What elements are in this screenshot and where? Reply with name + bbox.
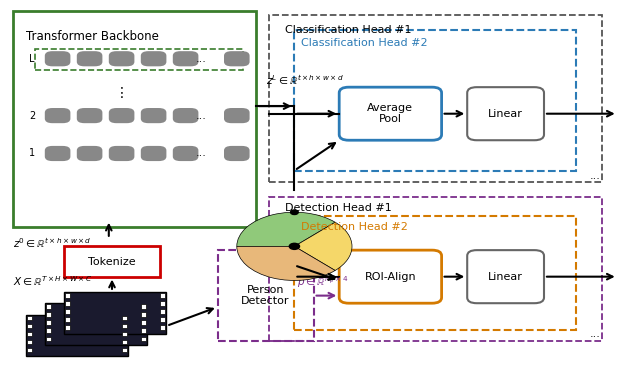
Text: Linear: Linear	[488, 272, 523, 282]
Text: $p \in \mathbb{R}^{N_p \times 4}$: $p \in \mathbb{R}^{N_p \times 4}$	[298, 274, 349, 290]
Text: Transformer Backbone: Transformer Backbone	[26, 30, 159, 43]
FancyBboxPatch shape	[141, 108, 166, 123]
FancyBboxPatch shape	[160, 309, 165, 314]
Text: ROI-Align: ROI-Align	[365, 272, 416, 282]
FancyBboxPatch shape	[77, 51, 102, 66]
FancyBboxPatch shape	[339, 250, 442, 303]
FancyBboxPatch shape	[467, 87, 544, 140]
Text: Detection Head #1: Detection Head #1	[285, 203, 392, 213]
FancyBboxPatch shape	[122, 348, 127, 352]
FancyBboxPatch shape	[27, 324, 32, 328]
FancyBboxPatch shape	[65, 309, 70, 314]
FancyBboxPatch shape	[27, 348, 32, 352]
FancyBboxPatch shape	[173, 146, 198, 161]
FancyBboxPatch shape	[109, 51, 134, 66]
FancyBboxPatch shape	[46, 312, 51, 317]
FancyBboxPatch shape	[65, 317, 70, 322]
FancyBboxPatch shape	[13, 11, 256, 227]
FancyBboxPatch shape	[26, 315, 128, 356]
FancyBboxPatch shape	[122, 324, 127, 328]
FancyBboxPatch shape	[65, 293, 70, 298]
FancyBboxPatch shape	[122, 332, 127, 337]
FancyBboxPatch shape	[45, 51, 70, 66]
Text: Linear: Linear	[488, 109, 523, 119]
FancyBboxPatch shape	[45, 303, 147, 345]
FancyBboxPatch shape	[224, 51, 250, 66]
Text: Tokenize: Tokenize	[88, 257, 136, 266]
FancyBboxPatch shape	[45, 108, 70, 123]
FancyBboxPatch shape	[122, 340, 127, 345]
FancyBboxPatch shape	[45, 146, 70, 161]
FancyBboxPatch shape	[160, 325, 165, 330]
FancyBboxPatch shape	[160, 301, 165, 305]
FancyBboxPatch shape	[27, 340, 32, 345]
Text: L: L	[29, 54, 35, 64]
Text: 1: 1	[29, 149, 35, 158]
FancyBboxPatch shape	[122, 316, 127, 320]
FancyBboxPatch shape	[64, 246, 160, 277]
FancyBboxPatch shape	[46, 329, 51, 333]
Text: ...: ...	[590, 329, 600, 338]
Text: Classification Head #2: Classification Head #2	[301, 38, 428, 48]
Text: Detection Head #2: Detection Head #2	[301, 222, 408, 232]
FancyBboxPatch shape	[65, 301, 70, 305]
FancyBboxPatch shape	[160, 317, 165, 322]
Text: 2: 2	[29, 111, 35, 121]
Text: $X \in \mathbb{R}^{T \times H \times W \times C}$: $X \in \mathbb{R}^{T \times H \times W \…	[13, 274, 92, 288]
Wedge shape	[237, 212, 335, 246]
FancyBboxPatch shape	[141, 146, 166, 161]
FancyBboxPatch shape	[141, 329, 146, 333]
FancyBboxPatch shape	[141, 51, 166, 66]
Circle shape	[289, 243, 300, 249]
FancyBboxPatch shape	[173, 51, 198, 66]
FancyBboxPatch shape	[339, 87, 442, 140]
Text: $z^L \in \mathbb{R}^{t \times h \times w \times d}$: $z^L \in \mathbb{R}^{t \times h \times w…	[266, 74, 344, 87]
FancyBboxPatch shape	[141, 312, 146, 317]
FancyBboxPatch shape	[27, 332, 32, 337]
Text: Classification Head #1: Classification Head #1	[285, 25, 412, 34]
FancyBboxPatch shape	[109, 146, 134, 161]
FancyBboxPatch shape	[160, 293, 165, 298]
FancyBboxPatch shape	[173, 108, 198, 123]
Wedge shape	[237, 246, 335, 280]
FancyBboxPatch shape	[27, 316, 32, 320]
FancyBboxPatch shape	[109, 108, 134, 123]
FancyBboxPatch shape	[141, 337, 146, 341]
Text: $z^0 \in \mathbb{R}^{t \times h \times w \times d}$: $z^0 \in \mathbb{R}^{t \times h \times w…	[13, 236, 92, 250]
Wedge shape	[294, 222, 352, 271]
Text: Person
Detector: Person Detector	[241, 285, 290, 306]
FancyBboxPatch shape	[77, 146, 102, 161]
FancyBboxPatch shape	[64, 292, 166, 334]
Text: ⋮: ⋮	[115, 86, 129, 100]
FancyBboxPatch shape	[467, 250, 544, 303]
FancyBboxPatch shape	[141, 321, 146, 325]
FancyBboxPatch shape	[46, 304, 51, 309]
Text: ...: ...	[196, 149, 207, 158]
FancyBboxPatch shape	[46, 337, 51, 341]
Circle shape	[291, 210, 298, 215]
FancyBboxPatch shape	[77, 108, 102, 123]
FancyBboxPatch shape	[141, 304, 146, 309]
FancyBboxPatch shape	[65, 325, 70, 330]
Text: ...: ...	[196, 111, 207, 121]
FancyBboxPatch shape	[46, 321, 51, 325]
FancyBboxPatch shape	[224, 146, 250, 161]
Text: ...: ...	[590, 171, 600, 181]
FancyBboxPatch shape	[224, 108, 250, 123]
Text: ...: ...	[196, 54, 207, 64]
Text: Average
Pool: Average Pool	[367, 103, 413, 124]
